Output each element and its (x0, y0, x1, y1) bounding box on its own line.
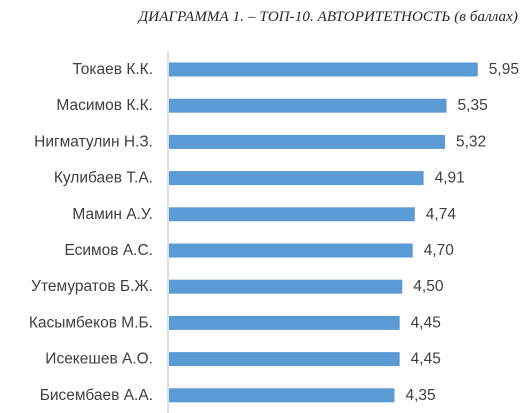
category-label: Касымбеков М.Б. (29, 314, 153, 331)
data-label: 5,35 (458, 97, 488, 114)
bar (169, 134, 445, 149)
bar (169, 352, 400, 367)
category-label: Мамин А.У. (72, 206, 153, 223)
bars-group: Токаев К.К. 5,95 Масимов К.К. 5,35 Нигматули… (29, 61, 519, 404)
category-label: Масимов К.К. (56, 97, 153, 114)
category-label: Кулибаев Т.А. (54, 170, 153, 187)
category-label: Токаев К.К. (73, 61, 153, 78)
data-label: 4,50 (413, 278, 444, 295)
category-label: Исекешев А.О. (45, 351, 153, 368)
bar (169, 207, 415, 222)
category-label: Есимов А.С. (64, 242, 153, 259)
data-label: 5,32 (456, 133, 486, 150)
bar (169, 243, 413, 258)
category-label: Бисембаев А.А. (40, 387, 153, 404)
category-label: Нигматулин Н.З. (34, 133, 153, 150)
data-label: 4,91 (435, 170, 465, 187)
bar (169, 388, 395, 403)
data-label: 4,45 (411, 351, 441, 368)
bar (169, 98, 447, 113)
bar (169, 171, 424, 186)
data-label: 4,45 (411, 314, 441, 331)
bar (169, 315, 400, 330)
bar (169, 279, 403, 294)
bar (169, 62, 478, 77)
data-label: 4,35 (405, 387, 435, 404)
category-label: Утемуратов Б.Ж. (31, 278, 153, 295)
data-label: 5,95 (489, 61, 519, 78)
data-label: 4,70 (424, 242, 455, 259)
data-label: 4,74 (426, 206, 457, 223)
chart-title: ДИАГРАММА 1. – ТОП-10. АВТОРИТЕТНОСТЬ (в… (138, 9, 518, 25)
